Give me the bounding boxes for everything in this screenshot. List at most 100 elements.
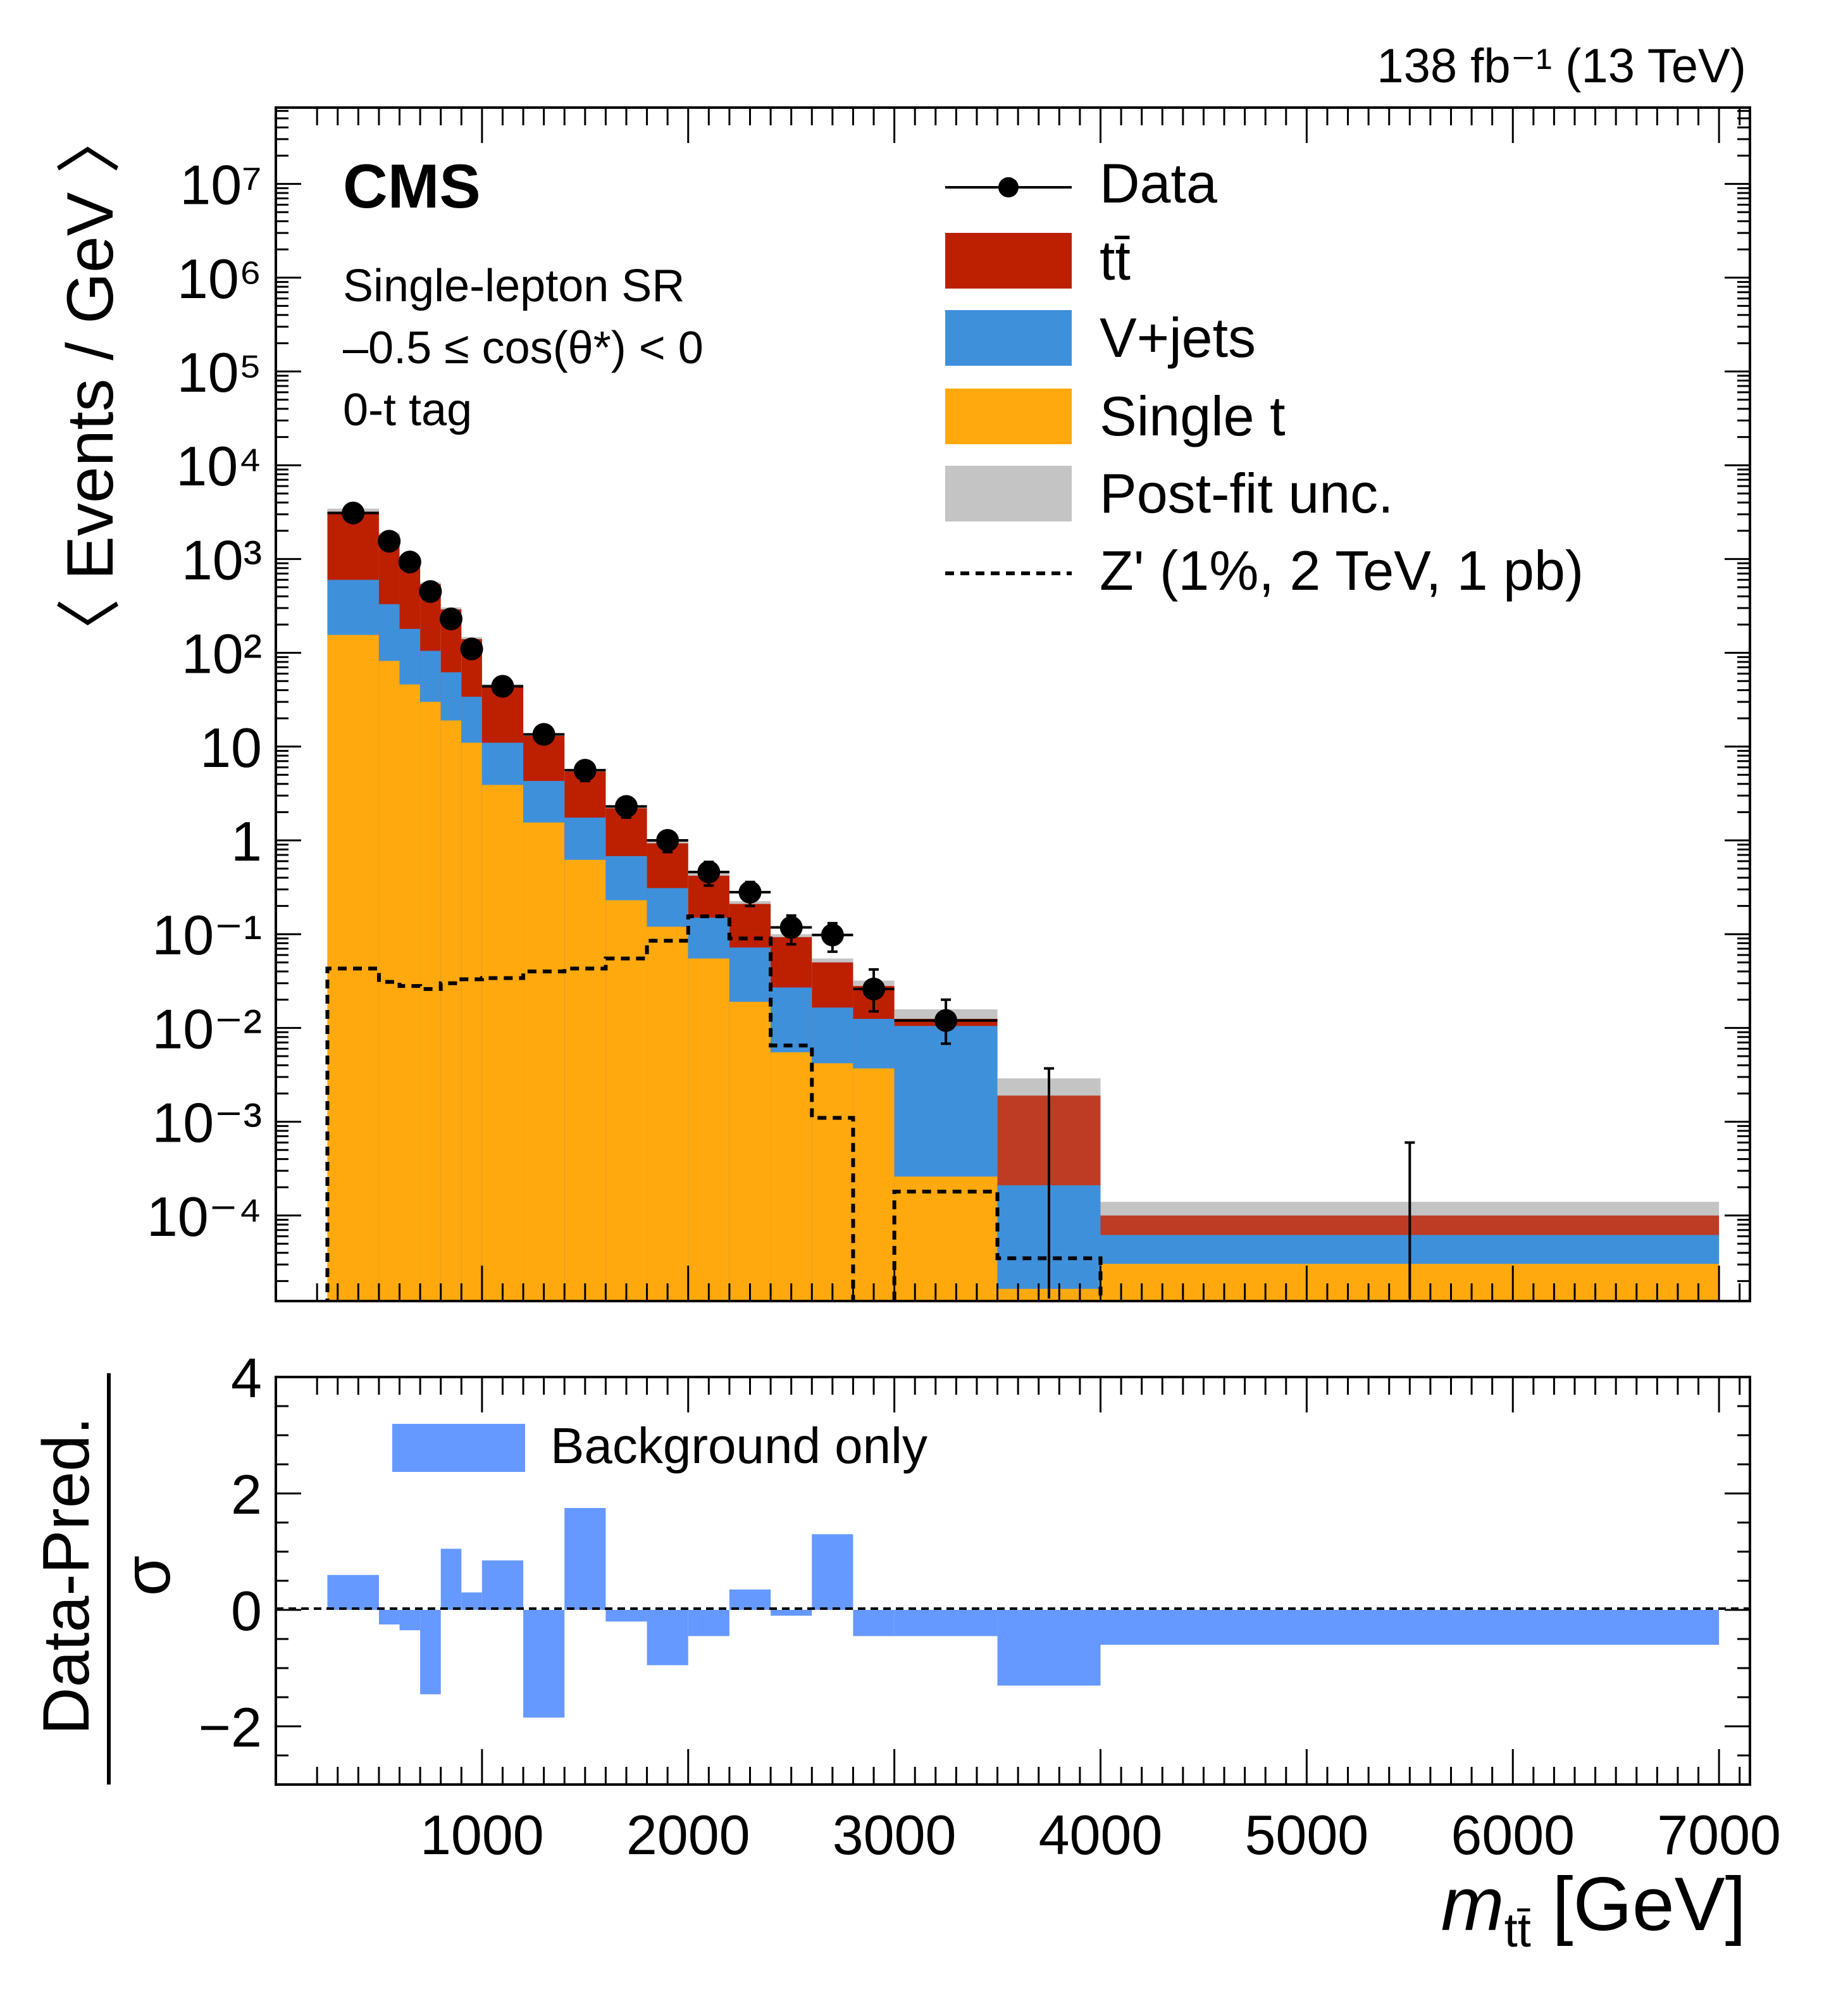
main-y-tick-label: 10 bbox=[200, 716, 262, 779]
data-point bbox=[779, 916, 803, 939]
x-tick-label: 1000 bbox=[420, 1804, 544, 1866]
singlet-bin bbox=[378, 661, 400, 1301]
cms-label: CMS bbox=[343, 151, 481, 221]
region-line-3: 0-t tag bbox=[343, 385, 472, 435]
main-frame bbox=[275, 106, 1751, 1302]
ratio-frame bbox=[275, 1376, 1751, 1786]
ratio-plot: −2 0 2 4 1000 2000 3000 4000 5000 6000 7000 Backg… bbox=[199, 1347, 1781, 1866]
ratio-bin bbox=[399, 1610, 421, 1631]
x-tick-label: 6000 bbox=[1451, 1804, 1575, 1866]
legend-swatch-unc bbox=[945, 466, 1072, 521]
ratio-bin bbox=[997, 1610, 1101, 1686]
ratio-legend-label: Background only bbox=[550, 1418, 927, 1474]
legend-label-unc: Post-fit unc. bbox=[1100, 462, 1394, 525]
ratio-bin bbox=[440, 1548, 462, 1610]
singlet-bin bbox=[420, 702, 441, 1301]
singlet-bin bbox=[647, 926, 688, 1301]
data-point bbox=[460, 637, 483, 661]
x-tick-label: 3000 bbox=[833, 1804, 957, 1866]
data-point bbox=[614, 795, 638, 818]
main-y-tick-label: 10⁶ bbox=[177, 247, 262, 310]
main-axes bbox=[276, 108, 1750, 1301]
singlet-bin bbox=[605, 900, 647, 1301]
main-histogram bbox=[327, 508, 1720, 1301]
main-y-tick-label: 10⁻¹ bbox=[152, 904, 262, 966]
ratio-bin bbox=[378, 1610, 400, 1624]
legend-swatch-ttbar bbox=[945, 233, 1072, 289]
legend-item-vjets: V+jets bbox=[945, 306, 1256, 369]
legend-item-unc: Post-fit unc. bbox=[945, 462, 1394, 525]
singlet-bin bbox=[481, 785, 524, 1301]
data-point bbox=[697, 860, 721, 883]
ratio-bin bbox=[605, 1610, 647, 1622]
legend-swatch-singlet bbox=[945, 389, 1072, 444]
region-line-1: Single-lepton SR bbox=[343, 261, 685, 311]
x-axis-title-unit: [GeV] bbox=[1531, 1862, 1746, 1947]
main-y-tick-label: 10² bbox=[182, 623, 262, 685]
legend-item-ttbar: tt̄ bbox=[945, 229, 1131, 292]
main-y-tick-labels: 10⁷ 10⁶ 10⁵ 10⁴ 10³ 10² 10 1 10⁻¹ 10⁻² 10⁻³ 10⁻⁴ bbox=[147, 154, 262, 1248]
zprime-signal bbox=[325, 914, 1103, 1301]
legend-label-singlet: Single t bbox=[1100, 385, 1286, 447]
ratio-bin bbox=[688, 1610, 729, 1636]
data-point bbox=[491, 675, 514, 698]
main-y-tick-label: 10⁻² bbox=[152, 997, 262, 1060]
main-y-tick-label: 10⁴ bbox=[176, 435, 262, 497]
data-point bbox=[738, 880, 762, 904]
data-point bbox=[573, 759, 597, 782]
x-tick-label: 2000 bbox=[626, 1804, 750, 1866]
ratio-y-tick-label: 2 bbox=[231, 1463, 262, 1526]
ratio-y-tick-label: −2 bbox=[199, 1696, 262, 1759]
ratio-bin bbox=[771, 1610, 812, 1616]
singlet-bin bbox=[523, 822, 565, 1301]
singlet-bin bbox=[729, 1002, 771, 1301]
ratio-bin bbox=[894, 1610, 998, 1636]
legend-label-data: Data bbox=[1100, 152, 1217, 215]
legend-item-zprime: Z' (1%, 2 TeV, 1 pb) bbox=[945, 539, 1584, 602]
ratio-legend-swatch bbox=[392, 1424, 525, 1472]
legend-item-data: Data bbox=[945, 152, 1217, 215]
ratio-histogram bbox=[327, 1508, 1720, 1718]
singlet-bin bbox=[327, 635, 379, 1301]
legend-label-ttbar: tt̄ bbox=[1100, 229, 1131, 292]
data-point bbox=[532, 723, 555, 746]
data-point bbox=[398, 551, 421, 574]
legend-label-vjets: V+jets bbox=[1100, 306, 1256, 369]
ratio-bin bbox=[327, 1574, 379, 1610]
main-y-axis-title: 〈 Events / GeV 〉 bbox=[54, 108, 127, 664]
data-series bbox=[327, 501, 1415, 1299]
singlet-bin bbox=[564, 859, 606, 1301]
x-tick-label: 4000 bbox=[1039, 1804, 1163, 1866]
legend-item-singlet: Single t bbox=[945, 385, 1286, 447]
ratio-y-axis-title: Data-Pred. σ bbox=[30, 1373, 184, 1785]
ratio-y-tick-labels: −2 0 2 4 bbox=[199, 1347, 262, 1759]
main-y-tick-label: 10⁻³ bbox=[152, 1092, 262, 1154]
x-axis-title-m: m bbox=[1441, 1862, 1504, 1947]
singlet-bin bbox=[399, 684, 421, 1301]
data-point bbox=[419, 580, 442, 603]
x-axis-title-sub: tt̄ bbox=[1504, 1904, 1531, 1957]
legend: Data tt̄ V+jets Single t Post-fit unc. Z… bbox=[945, 152, 1584, 602]
ratio-y-tick-label: 0 bbox=[231, 1580, 262, 1642]
ratio-y-tick-label: 4 bbox=[231, 1347, 262, 1409]
singlet-bin bbox=[771, 1052, 812, 1301]
singlet-bin bbox=[688, 958, 729, 1301]
ratio-y-denominator: σ bbox=[111, 1555, 184, 1596]
region-line-2: –0.5 ≤ cos(θ*) < 0 bbox=[343, 323, 704, 373]
data-point bbox=[821, 923, 844, 947]
ratio-bin bbox=[481, 1560, 524, 1610]
x-tick-labels: 1000 2000 3000 4000 5000 6000 7000 bbox=[420, 1804, 1781, 1866]
legend-data-marker bbox=[998, 177, 1019, 197]
ratio-bin bbox=[420, 1610, 441, 1695]
ratio-bin bbox=[729, 1589, 771, 1610]
singlet-bin bbox=[440, 720, 462, 1301]
ratio-axes bbox=[276, 1376, 1750, 1786]
legend-swatch-vjets bbox=[945, 310, 1072, 366]
main-y-tick-label: 10⁻⁴ bbox=[147, 1185, 262, 1248]
legend-label-zprime: Z' (1%, 2 TeV, 1 pb) bbox=[1100, 539, 1584, 602]
ratio-legend: Background only bbox=[392, 1418, 927, 1474]
main-y-tick-label: 10⁷ bbox=[180, 154, 262, 216]
ratio-bin bbox=[1100, 1610, 1720, 1645]
x-axis-title: mtt̄ [GeV] bbox=[1441, 1862, 1746, 1957]
